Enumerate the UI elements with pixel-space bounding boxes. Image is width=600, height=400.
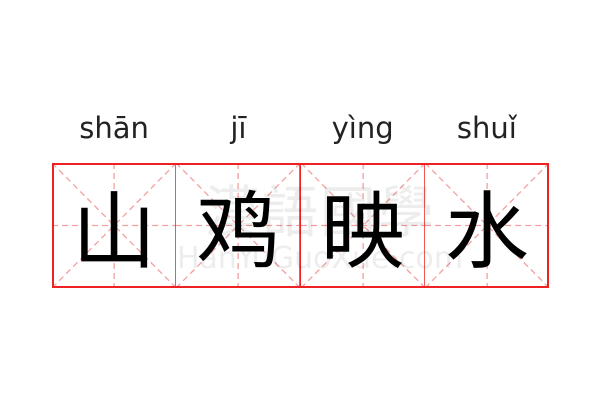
pinyin-2: jī — [230, 111, 247, 145]
character-grid: 山 鸡 映 水 — [52, 163, 549, 288]
character-4: 水 — [444, 183, 529, 281]
grid-guides — [52, 163, 177, 288]
character-cell: 水 — [424, 163, 549, 288]
pinyin-1: shān — [79, 111, 149, 145]
pinyin-row: shān jī yìng shuǐ — [52, 108, 549, 148]
pinyin-4: shuǐ — [456, 111, 517, 145]
grid-guides — [424, 163, 549, 288]
character-cell: 山 — [52, 163, 177, 288]
character-2: 鸡 — [196, 183, 281, 281]
character-cell: 映 — [300, 163, 425, 288]
character-3: 映 — [320, 183, 405, 281]
character-cell: 鸡 — [176, 163, 301, 288]
pinyin-3: yìng — [331, 111, 394, 145]
grid-guides — [300, 163, 425, 288]
grid-guides — [176, 163, 301, 288]
character-1: 山 — [72, 183, 157, 281]
